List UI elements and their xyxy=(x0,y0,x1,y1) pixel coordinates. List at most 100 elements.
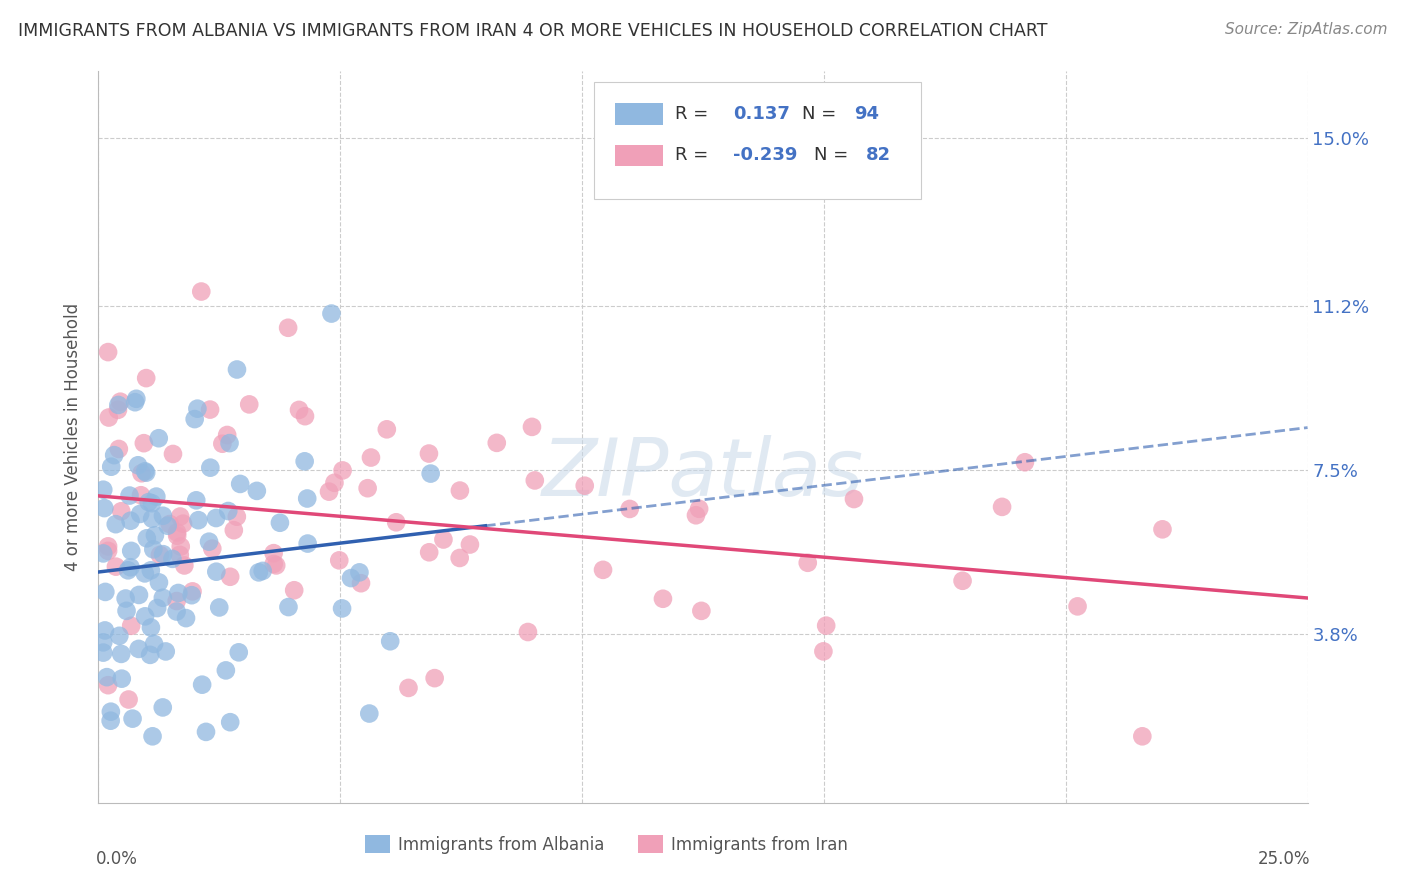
Point xyxy=(200,460,222,475)
Point xyxy=(169,509,191,524)
Point xyxy=(238,397,260,411)
Point xyxy=(288,403,311,417)
Point xyxy=(205,565,228,579)
Point xyxy=(219,570,242,584)
Point xyxy=(815,618,838,632)
Text: 0.137: 0.137 xyxy=(734,104,790,123)
Point xyxy=(94,624,117,638)
Point xyxy=(523,474,546,488)
Text: 25.0%: 25.0% xyxy=(1257,850,1310,868)
Point xyxy=(328,553,350,567)
Point xyxy=(449,551,471,566)
Point xyxy=(110,647,132,661)
Point xyxy=(380,634,402,648)
Point xyxy=(135,531,157,545)
Point xyxy=(198,534,221,549)
Point xyxy=(385,516,408,530)
Point xyxy=(124,395,146,409)
Point xyxy=(423,671,446,685)
Point xyxy=(108,629,131,643)
Point xyxy=(145,490,167,504)
Point xyxy=(797,556,820,570)
Point xyxy=(120,514,142,528)
Text: IMMIGRANTS FROM ALBANIA VS IMMIGRANTS FROM IRAN 4 OR MORE VEHICLES IN HOUSEHOLD : IMMIGRANTS FROM ALBANIA VS IMMIGRANTS FR… xyxy=(18,22,1047,40)
Text: -0.239: -0.239 xyxy=(734,146,797,164)
Point xyxy=(842,491,865,506)
Point xyxy=(222,523,245,537)
Point xyxy=(120,560,142,574)
Point xyxy=(167,586,190,600)
Point xyxy=(180,588,202,602)
Text: R =: R = xyxy=(675,146,714,164)
Point xyxy=(108,442,131,456)
Point xyxy=(458,537,481,551)
Point xyxy=(94,585,117,599)
Point xyxy=(159,516,181,531)
Point xyxy=(294,409,316,424)
Point xyxy=(110,504,132,518)
Point xyxy=(91,483,114,497)
Point xyxy=(398,681,420,695)
Point xyxy=(340,571,363,585)
Point xyxy=(173,558,195,573)
Point xyxy=(141,511,163,525)
Point xyxy=(592,563,614,577)
Point xyxy=(187,513,209,527)
Point xyxy=(181,584,204,599)
Point xyxy=(359,706,381,721)
Text: N =: N = xyxy=(803,104,842,123)
Text: 82: 82 xyxy=(866,146,891,164)
Point xyxy=(166,605,188,619)
Point xyxy=(1014,455,1036,469)
Point xyxy=(115,604,138,618)
Point xyxy=(172,516,194,531)
Point xyxy=(141,729,163,743)
Point xyxy=(148,431,170,445)
Text: 0.0%: 0.0% xyxy=(96,850,138,868)
Point xyxy=(277,320,299,334)
Point xyxy=(97,544,120,558)
Point xyxy=(121,712,143,726)
Text: ZIPatlas: ZIPatlas xyxy=(541,434,865,513)
Point xyxy=(321,307,343,321)
Point xyxy=(156,518,179,533)
Point xyxy=(104,517,127,532)
Text: 94: 94 xyxy=(855,104,879,123)
Point xyxy=(190,285,212,299)
Point xyxy=(1152,522,1174,536)
Point xyxy=(120,619,142,633)
Point xyxy=(318,484,340,499)
Point xyxy=(100,459,122,474)
Point xyxy=(217,504,239,518)
Point xyxy=(111,672,134,686)
Point xyxy=(205,511,228,525)
Point xyxy=(652,591,675,606)
Point xyxy=(991,500,1014,514)
Point xyxy=(169,548,191,562)
Point xyxy=(246,483,269,498)
Point xyxy=(225,509,247,524)
Point xyxy=(104,559,127,574)
Point xyxy=(91,635,114,649)
Point xyxy=(174,611,197,625)
Point xyxy=(269,516,291,530)
Point xyxy=(129,488,152,502)
Point xyxy=(162,552,184,566)
Point xyxy=(186,401,208,416)
Point xyxy=(107,398,129,412)
Point xyxy=(485,435,508,450)
Y-axis label: 4 or more Vehicles in Household: 4 or more Vehicles in Household xyxy=(65,303,83,571)
Point xyxy=(103,448,125,462)
Point xyxy=(143,528,166,542)
Point xyxy=(228,645,250,659)
Point xyxy=(263,546,285,560)
Point xyxy=(432,533,454,547)
Point xyxy=(208,600,231,615)
Point xyxy=(141,496,163,510)
Point xyxy=(97,539,120,553)
Point xyxy=(349,566,371,580)
Point xyxy=(128,641,150,656)
Point xyxy=(360,450,382,465)
Point xyxy=(449,483,471,498)
Point xyxy=(166,529,188,543)
